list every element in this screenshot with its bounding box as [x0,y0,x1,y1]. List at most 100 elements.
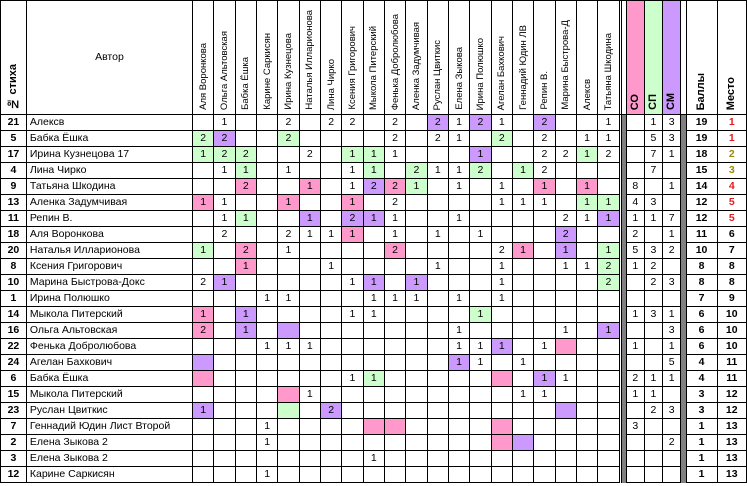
vote-cell: 1 [191,242,215,259]
score: 1 [685,466,718,483]
table-row: 14 Мыкола Питерский 1 1 1 1 1 1 3 1 6 10 [0,306,747,323]
sp-count: 2 [643,258,664,275]
vote-cell [490,418,513,435]
vote-cell: 2 [191,130,215,147]
vote-cell [597,162,620,179]
place: 11 [716,354,747,371]
vote-cell [426,354,449,371]
vote-cell: 1 [255,338,279,355]
author-name: Елена Зыкова 2 [25,450,193,467]
table-row: 13 Аленка Задумчивая 1 1 1 1 2 1 1 1 1 1 4 3 12 5 [0,194,747,211]
place: 7 [716,242,747,259]
score: 15 [685,162,718,179]
sm-count [662,162,682,179]
vote-cell [533,226,556,243]
vote-cell: 2 [191,322,215,339]
vote-cell [255,226,279,243]
vote-cell [533,242,556,259]
vote-cell: 2 [234,146,257,163]
table-row: 10 Марина Быстрова-Докс 2 1 1 1 1 1 2 2 3 8 8 [0,274,747,291]
so-count [625,402,645,419]
separator [621,290,627,307]
header-voter: Марина Быстрова-Д [554,0,577,115]
vote-cell: 1 [319,258,343,275]
vote-cell [191,370,215,387]
vote-cell [597,338,620,355]
vote-cell [362,354,385,371]
score: 3 [685,386,718,403]
table-row: 1 Ирина Полюшко 1 1 1 1 1 1 1 7 9 [0,290,747,307]
vote-cell [426,370,449,387]
so-count [625,450,645,467]
vote-cell: 2 [319,402,343,419]
so-count: 5 [625,242,645,259]
vote-cell: 1 [447,178,471,195]
vote-cell [277,146,300,163]
place: 5 [716,194,747,211]
vote-cell [234,434,257,451]
vote-cell [191,450,215,467]
separator [621,210,627,227]
vote-cell [490,402,513,419]
vote-cell [469,386,492,403]
vote-cell [362,434,385,451]
vote-cell [405,226,428,243]
separator [621,242,627,259]
vote-cell [234,466,257,483]
vote-cell: 1 [447,290,471,307]
sp-count: 3 [643,194,664,211]
so-count [625,322,645,339]
vote-cell [469,178,492,195]
vote-cell [213,418,236,435]
separator [621,322,627,339]
poem-number: 8 [0,258,27,275]
vote-cell [277,258,300,275]
sp-count [643,322,664,339]
place: 1 [716,130,747,147]
vote-cell [533,354,556,371]
vote-cell [319,178,343,195]
vote-cell: 1 [533,370,556,387]
vote-cell [383,370,407,387]
poem-number: 20 [0,242,27,259]
vote-cell: 2 [362,178,385,195]
vote-cell: 2 [597,258,620,275]
vote-cell [383,338,407,355]
vote-cell [341,290,364,307]
vote-cell [341,434,364,451]
vote-cell: 2 [490,130,513,147]
vote-cell [426,338,449,355]
vote-cell [255,402,279,419]
vote-cell [511,258,535,275]
separator [680,210,687,227]
vote-cell [597,354,620,371]
score: 8 [685,258,718,275]
vote-cell [469,242,492,259]
vote-cell [341,386,364,403]
vote-cell [213,386,236,403]
author-name: Аленка Задумчивая [25,194,193,211]
poem-number: 2 [0,434,27,451]
vote-cell [277,466,300,483]
vote-cell [234,386,257,403]
vote-cell [319,322,343,339]
vote-cell [511,178,535,195]
score: 6 [685,322,718,339]
separator [680,322,687,339]
place: 12 [716,386,747,403]
vote-cell: 2 [319,114,343,131]
vote-cell [383,354,407,371]
vote-cell: 2 [426,130,449,147]
sp-count [643,466,664,483]
vote-cell: 1 [341,306,364,323]
separator [621,450,627,467]
vote-cell [319,418,343,435]
sp-count [643,338,664,355]
vote-cell: 2 [469,114,492,131]
separator [680,338,687,355]
vote-cell [298,130,321,147]
header-score: Баллы [685,0,718,115]
so-count [625,274,645,291]
vote-cell [405,434,428,451]
